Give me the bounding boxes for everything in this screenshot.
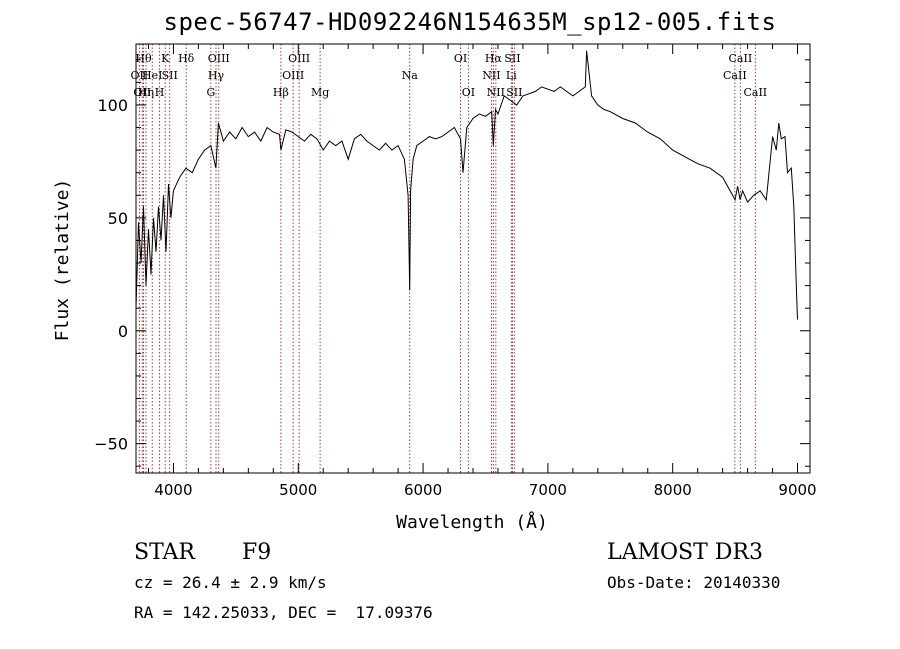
line-marker-label: NII bbox=[482, 69, 500, 82]
chart-title: spec-56747-HD092246N154635M_sp12-005.fit… bbox=[163, 8, 777, 36]
y-tick-label: 100 bbox=[97, 96, 128, 115]
y-axis-ticks: −50 0 50 100 bbox=[94, 59, 810, 467]
line-marker-label: OII bbox=[131, 69, 149, 82]
line-marker-label: SII bbox=[162, 69, 178, 82]
x-tick-label: 8000 bbox=[654, 481, 692, 499]
line-marker-label: Hγ bbox=[208, 69, 225, 82]
line-marker-label: SII bbox=[504, 52, 520, 65]
y-tick-label: 50 bbox=[108, 209, 128, 228]
x-axis-label: Wavelength (Å) bbox=[396, 511, 548, 533]
x-tick-label: 4000 bbox=[154, 481, 192, 499]
line-marker-label: OI bbox=[462, 86, 475, 99]
line-marker-label: Na bbox=[402, 69, 419, 82]
line-marker-label: CaII bbox=[723, 69, 747, 82]
x-tick-label: 5000 bbox=[279, 481, 317, 499]
obs-date-label: Obs-Date: 20140330 bbox=[607, 573, 781, 592]
line-marker-label: Hα bbox=[485, 52, 503, 65]
subclass-label: F9 bbox=[242, 540, 272, 565]
line-marker-label: K bbox=[161, 52, 170, 65]
line-marker-label: Hδ bbox=[178, 52, 195, 65]
line-marker-labels-layer: OIIOIIHθHηHeIHKSIIHδGHγOIIIHβOIIIOIIIMgN… bbox=[131, 52, 768, 99]
plot-frame bbox=[135, 43, 811, 474]
line-marker-label: H bbox=[155, 86, 165, 99]
velocity-label: cz = 26.4 ± 2.9 km/s bbox=[134, 573, 327, 592]
line-marker-label: OII bbox=[133, 86, 151, 99]
line-marker-label: OIII bbox=[288, 52, 310, 65]
line-marker-label: Mg bbox=[311, 86, 329, 99]
x-tick-label: 7000 bbox=[529, 481, 567, 499]
line-marker-label: CaII bbox=[743, 86, 767, 99]
class-label: STAR bbox=[134, 540, 195, 565]
spectrum-line bbox=[135, 50, 798, 320]
line-marker-label: NII bbox=[487, 86, 505, 99]
line-markers-layer bbox=[138, 44, 756, 473]
line-marker-label: G bbox=[206, 86, 215, 99]
line-marker-label: SII bbox=[506, 86, 522, 99]
line-marker-label: Hθ bbox=[135, 52, 152, 65]
line-marker-label: HeI bbox=[142, 69, 162, 82]
line-marker-label: OI bbox=[454, 52, 467, 65]
x-tick-label: 6000 bbox=[404, 481, 442, 499]
x-axis-ticks: 4000 5000 6000 7000 8000 9000 bbox=[147, 44, 817, 499]
line-marker-label: OIII bbox=[282, 69, 304, 82]
x-tick-label: 9000 bbox=[778, 481, 816, 499]
y-axis-label: Flux (relative) bbox=[52, 179, 73, 342]
survey-label: LAMOST DR3 bbox=[607, 540, 763, 565]
y-tick-label: 0 bbox=[118, 322, 128, 341]
y-tick-label: −50 bbox=[94, 435, 128, 454]
line-marker-label: Hβ bbox=[273, 86, 289, 99]
line-marker-label: Li bbox=[506, 69, 517, 82]
line-marker-label: Hη bbox=[138, 86, 154, 99]
line-marker-label: CaII bbox=[729, 52, 753, 65]
line-marker-label: OIII bbox=[208, 52, 230, 65]
coords-label: RA = 142.25033, DEC = 17.09376 bbox=[134, 603, 433, 622]
